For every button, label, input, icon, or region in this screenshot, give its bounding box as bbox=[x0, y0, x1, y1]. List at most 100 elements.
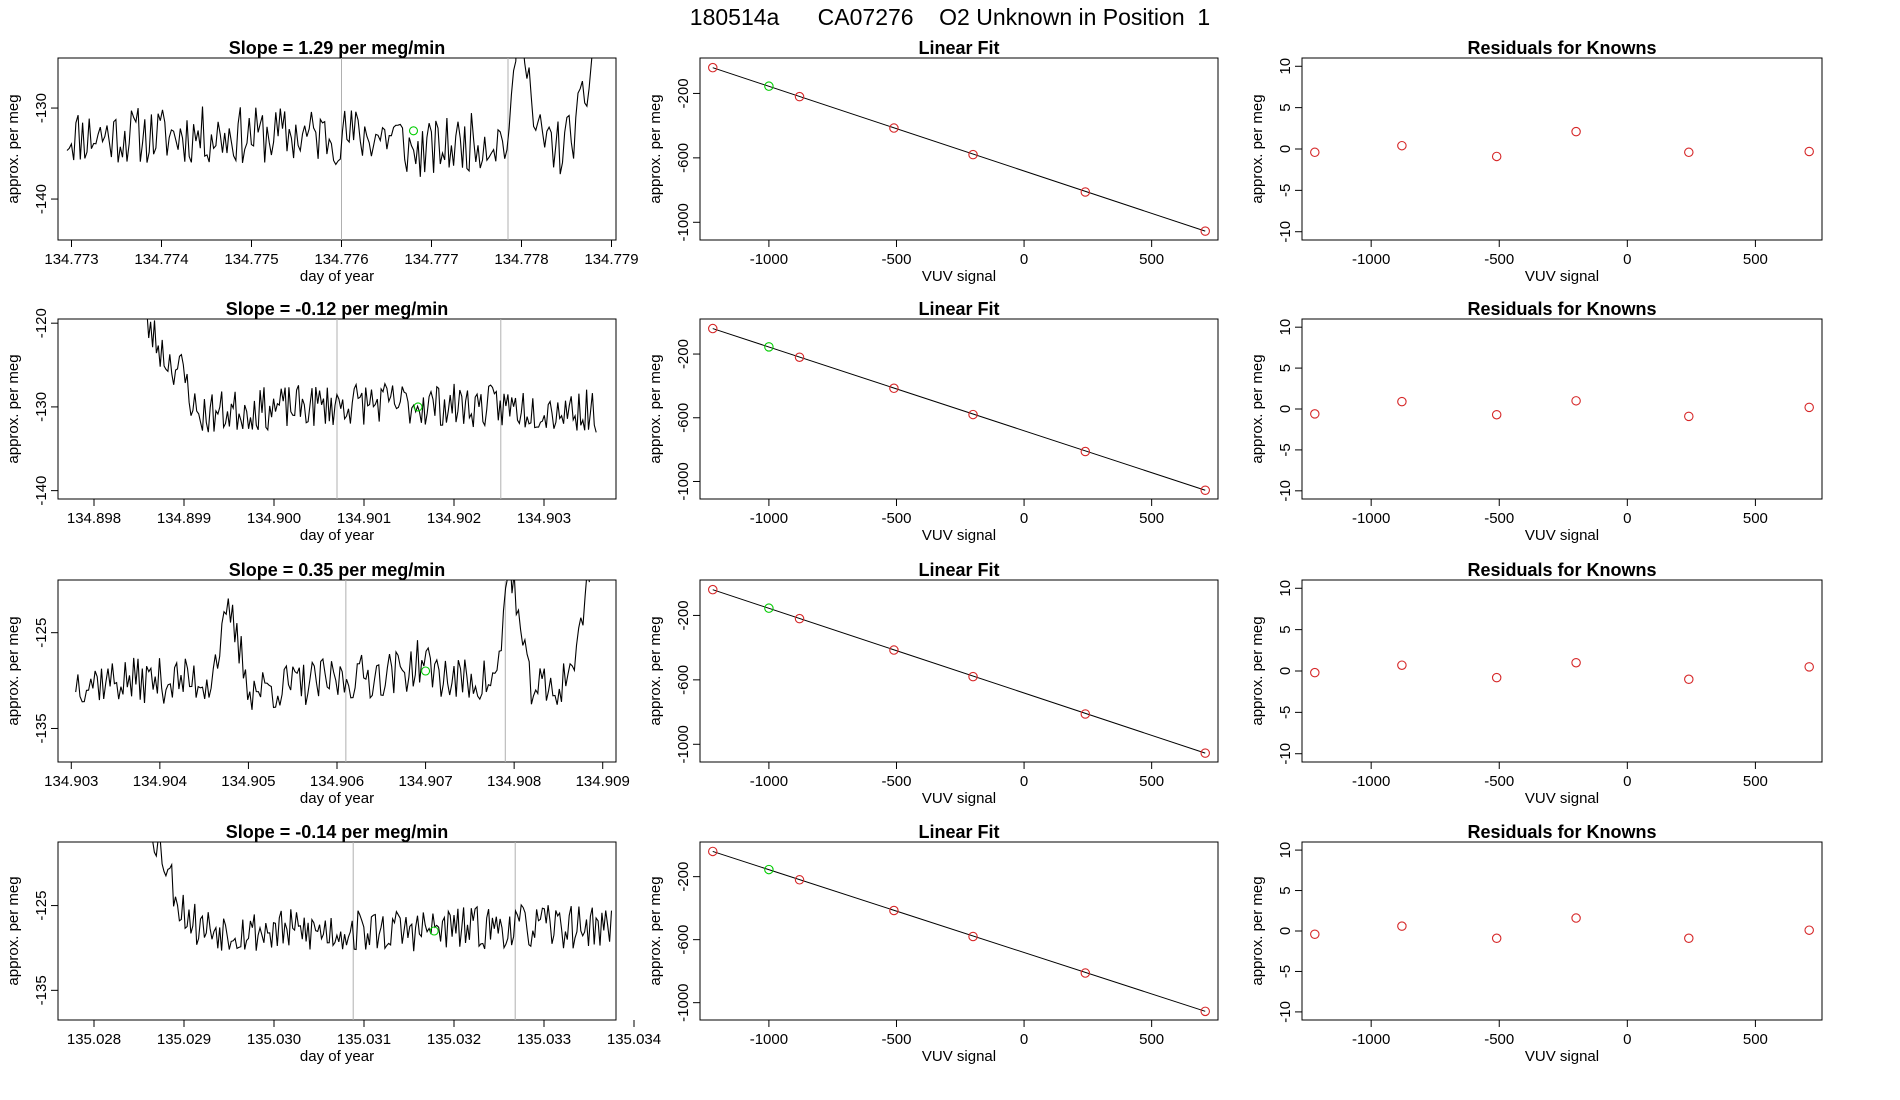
y-tick-label: -200 bbox=[675, 339, 692, 369]
plot-area bbox=[708, 323, 1210, 495]
y-axis-label: approx. per meg bbox=[647, 876, 664, 985]
data-point bbox=[708, 846, 718, 857]
plot-area bbox=[146, 319, 597, 499]
x-tick-label: 134.775 bbox=[224, 251, 278, 268]
y-tick-label: -200 bbox=[675, 78, 692, 108]
panel-1-2: Linear Fit -1000 -500 0 500 -1000 -600 -200 VUV … bbox=[647, 38, 1219, 285]
data-point bbox=[1804, 925, 1814, 935]
y-tick-label: -140 bbox=[33, 184, 50, 214]
x-tick-label: -1000 bbox=[750, 251, 788, 268]
y-tick-label: 5 bbox=[1277, 625, 1294, 633]
unknown-point bbox=[764, 342, 774, 352]
x-tick-label: -1000 bbox=[1352, 773, 1390, 790]
fit-line bbox=[712, 850, 1206, 1012]
data-point bbox=[1571, 126, 1581, 137]
x-axis-label: VUV signal bbox=[1525, 790, 1599, 807]
y-tick-label: 0 bbox=[1277, 667, 1294, 675]
x-axis-label: VUV signal bbox=[922, 268, 996, 285]
panel-1-3: Residuals for Knowns -1000 -500 0 500 -10 -5 0 5… bbox=[1249, 38, 1823, 285]
plot-frame bbox=[1301, 579, 1823, 763]
x-tick-label: 500 bbox=[1743, 773, 1768, 790]
x-tick-label: 134.899 bbox=[157, 510, 211, 527]
data-point bbox=[1684, 411, 1694, 422]
y-tick-label: 5 bbox=[1277, 103, 1294, 111]
y-axis-label: approx. per meg bbox=[1249, 354, 1266, 463]
x-tick-label: 0 bbox=[1020, 773, 1028, 790]
x-tick-label: 134.776 bbox=[314, 251, 368, 268]
figure-title: 180514a CA07276 O2 Unknown in Position 1 bbox=[690, 4, 1210, 30]
plot-area bbox=[708, 62, 1210, 236]
y-tick-label: 0 bbox=[1277, 405, 1294, 413]
y-tick-label: 5 bbox=[1277, 364, 1294, 372]
data-point bbox=[1684, 674, 1694, 685]
data-point bbox=[1200, 226, 1210, 236]
plot-frame bbox=[57, 841, 617, 1021]
data-point bbox=[1397, 660, 1407, 670]
data-point bbox=[968, 409, 978, 420]
x-tick-label: 500 bbox=[1139, 251, 1164, 268]
data-point bbox=[1491, 672, 1502, 683]
panel-1-1: Slope = 1.29 per meg/min 134.773 134.774 13… bbox=[5, 38, 639, 285]
x-axis-label: VUV signal bbox=[1525, 527, 1599, 544]
x-tick-label: 0 bbox=[1020, 1031, 1028, 1048]
y-tick-label: -1000 bbox=[675, 203, 692, 241]
data-series-line bbox=[75, 580, 590, 710]
plot-area bbox=[75, 580, 590, 762]
plot-title: Slope = 1.29 per meg/min bbox=[229, 38, 446, 58]
plot-title: Linear Fit bbox=[918, 560, 999, 580]
plot-frame bbox=[57, 57, 617, 241]
y-tick-label: -200 bbox=[675, 862, 692, 892]
x-tick-label: -1000 bbox=[750, 1031, 788, 1048]
data-point bbox=[1397, 396, 1407, 407]
x-tick-label: 134.905 bbox=[221, 773, 275, 790]
data-point bbox=[1491, 409, 1502, 420]
x-tick-label: 135.034 bbox=[607, 1031, 661, 1048]
data-point bbox=[1310, 667, 1320, 678]
plot-area bbox=[708, 846, 1210, 1017]
y-tick-label: -10 bbox=[1277, 1001, 1294, 1023]
x-tick-label: -1000 bbox=[750, 773, 788, 790]
plot-title: Linear Fit bbox=[918, 822, 999, 842]
plot-frame bbox=[1301, 318, 1823, 500]
x-tick-label: 135.032 bbox=[427, 1031, 481, 1048]
y-tick-label: -5 bbox=[1277, 706, 1294, 719]
x-axis-label: day of year bbox=[300, 268, 374, 285]
data-point bbox=[1080, 187, 1091, 197]
y-axis-label: approx. per meg bbox=[5, 616, 22, 725]
x-tick-label: -500 bbox=[881, 510, 911, 527]
y-tick-label: -135 bbox=[33, 713, 50, 743]
x-tick-label: 500 bbox=[1743, 1031, 1768, 1048]
y-axis-label: approx. per meg bbox=[647, 94, 664, 203]
data-point bbox=[1200, 485, 1210, 495]
data-point bbox=[794, 613, 805, 624]
data-point bbox=[1804, 146, 1814, 157]
data-point bbox=[794, 91, 805, 102]
y-tick-label: -135 bbox=[33, 975, 50, 1005]
data-point bbox=[1080, 968, 1091, 978]
data-point bbox=[1200, 748, 1210, 758]
y-tick-label: -600 bbox=[675, 403, 692, 433]
y-tick-label: -125 bbox=[33, 891, 50, 921]
x-tick-label: 0 bbox=[1623, 773, 1631, 790]
y-tick-label: -5 bbox=[1277, 965, 1294, 978]
y-axis-label: approx. per meg bbox=[1249, 94, 1266, 203]
plot-frame bbox=[699, 841, 1219, 1021]
data-point bbox=[1310, 147, 1320, 158]
data-point bbox=[968, 671, 978, 682]
x-tick-label: 135.028 bbox=[67, 1031, 121, 1048]
y-tick-label: -1000 bbox=[675, 983, 692, 1021]
y-tick-label: -10 bbox=[1277, 480, 1294, 502]
y-axis-label: approx. per meg bbox=[5, 354, 22, 463]
x-tick-label: 0 bbox=[1623, 251, 1631, 268]
x-axis-label: VUV signal bbox=[922, 1048, 996, 1065]
x-tick-label: 134.907 bbox=[398, 773, 452, 790]
data-point bbox=[1491, 151, 1502, 162]
y-tick-label: -600 bbox=[675, 143, 692, 173]
x-tick-label: -1000 bbox=[1352, 1031, 1390, 1048]
panel-3-3: Residuals for Knowns -1000 -500 0 500 -10 -5 0 5… bbox=[1249, 560, 1823, 807]
unknown-marker bbox=[408, 126, 419, 136]
y-tick-label: -600 bbox=[675, 925, 692, 955]
y-tick-label: 5 bbox=[1277, 886, 1294, 894]
data-point bbox=[794, 352, 805, 362]
